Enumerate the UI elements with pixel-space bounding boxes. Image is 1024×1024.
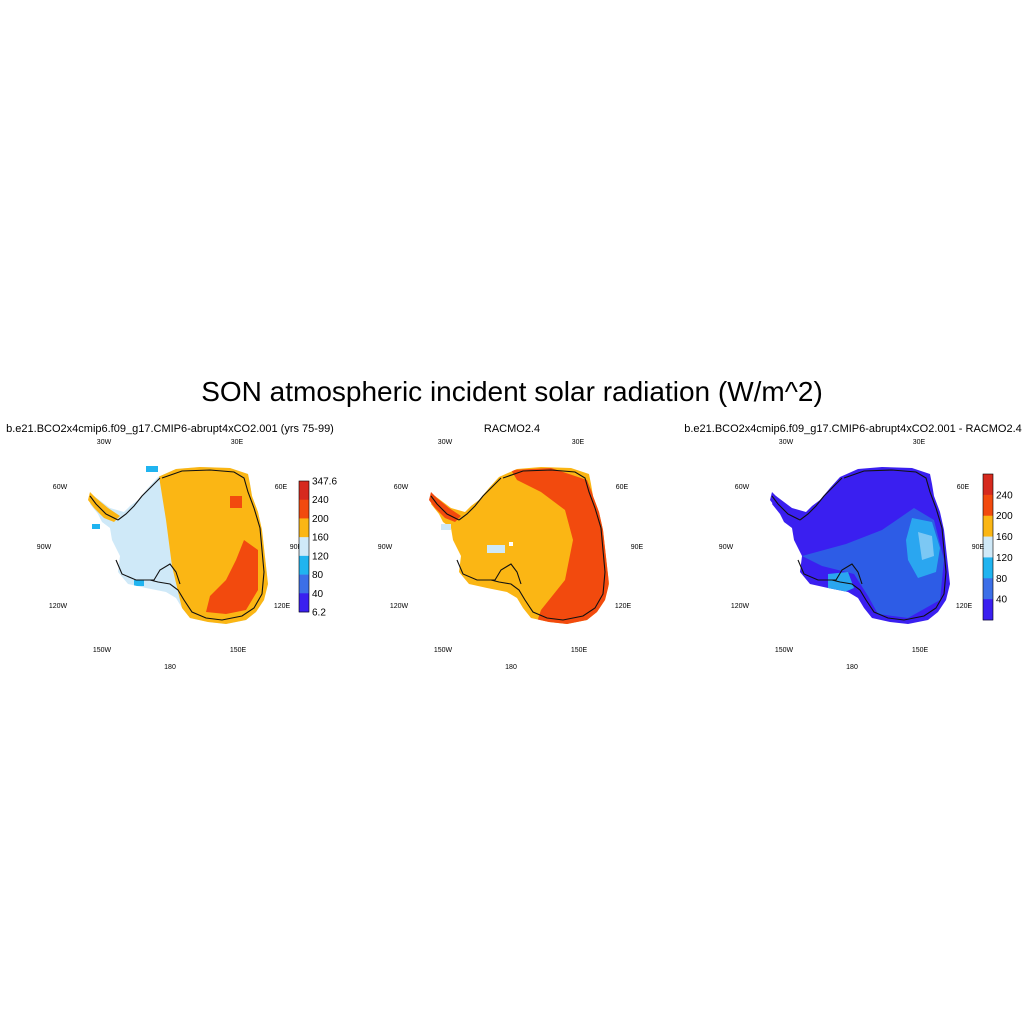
lon-label: 150W: [434, 647, 453, 654]
colorbar-swatch: [983, 515, 993, 537]
difference-region-ross: [828, 572, 854, 594]
colorbar-label: 40: [996, 595, 1008, 606]
colorbar-label: 80: [312, 570, 324, 581]
lon-label: 150E: [571, 647, 588, 654]
antarctica-map: [88, 466, 268, 624]
high-plateau-region: [206, 540, 258, 614]
lon-label: 60E: [616, 484, 629, 491]
colorbar: 240 200 160 120 80 40: [982, 473, 1013, 621]
colorbar-swatch: [983, 578, 993, 600]
lon-label: 120W: [390, 603, 409, 610]
low-patch: [509, 542, 513, 546]
lon-label: 60W: [735, 484, 750, 491]
panel-model: b.e21.BCO2x4cmip6.f09_g17.CMIP6-abrupt4x…: [6, 423, 337, 671]
colorbar-swatch: [299, 555, 309, 575]
colorbar-label: 80: [996, 574, 1008, 585]
lon-label: 180: [164, 664, 176, 671]
lon-label: 90E: [972, 544, 985, 551]
high-plateau-region: [511, 468, 609, 624]
colorbar-border: [982, 473, 994, 621]
colorbar-label: 240: [996, 490, 1013, 501]
lon-label: 90E: [290, 544, 303, 551]
colorbar-swatch: [983, 474, 993, 496]
longitude-labels: 30W 30E 60W 60E 90W 90E 120W 120E 150W 1…: [37, 439, 303, 671]
lon-label: 150E: [230, 647, 247, 654]
colorbar-swatch: [299, 574, 309, 594]
lon-label: 120E: [274, 603, 291, 610]
colorbar-label: 240: [312, 495, 329, 506]
lon-label: 30E: [231, 439, 244, 446]
longitude-labels: 30W 30E 60W 60E 90W 90E 120W 120E 150W 1…: [719, 439, 985, 671]
colorbar-swatch: [299, 537, 309, 557]
colorbar-swatch: [983, 494, 993, 517]
lon-label: 60E: [957, 484, 970, 491]
colorbar-swatch: [983, 536, 993, 558]
colorbar-label: 120: [312, 551, 329, 562]
colorbar: 347.6 240 200 160 120 80 40 6.2: [298, 477, 337, 619]
lon-label: 90W: [378, 544, 393, 551]
low-patch: [487, 545, 505, 553]
colorbar-label: 160: [996, 532, 1013, 543]
lon-label: 180: [505, 664, 517, 671]
antarctica-map: [429, 467, 609, 624]
colorbar-border: [298, 480, 310, 613]
lon-label: 90E: [631, 544, 644, 551]
lon-label: 120E: [615, 603, 632, 610]
panel-racmo: RACMO2.4 30W 30E 60W 60E 90W 90E 120W 12…: [378, 423, 1013, 671]
lon-label: 90W: [37, 544, 52, 551]
colorbar-swatch: [983, 599, 993, 621]
lon-label: 120E: [956, 603, 973, 610]
colorbar-label: 6.2: [312, 608, 326, 619]
high-patch: [230, 496, 242, 508]
lon-label: 60W: [53, 484, 68, 491]
colorbar-label: 160: [312, 533, 329, 544]
lon-label: 180: [846, 664, 858, 671]
figure-title: SON atmospheric incident solar radiation…: [201, 376, 823, 407]
panel-title: b.e21.BCO2x4cmip6.f09_g17.CMIP6-abrupt4x…: [6, 423, 334, 435]
colorbar-swatch: [299, 481, 309, 501]
lon-label: 30W: [97, 439, 112, 446]
longitude-labels: 30W 30E 60W 60E 90W 90E 120W 120E 150W 1…: [378, 439, 644, 671]
lon-label: 90W: [719, 544, 734, 551]
lon-label: 30W: [779, 439, 794, 446]
lon-label: 30W: [438, 439, 453, 446]
edge-patch: [441, 524, 451, 530]
edge-patch: [146, 466, 158, 472]
lon-label: 120W: [731, 603, 750, 610]
lon-label: 150W: [93, 647, 112, 654]
lon-label: 60W: [394, 484, 409, 491]
lon-label: 30E: [913, 439, 926, 446]
difference-region-pale: [918, 532, 934, 560]
lon-label: 150W: [775, 647, 794, 654]
lon-label: 30E: [572, 439, 585, 446]
panel-title: RACMO2.4: [484, 423, 540, 435]
coast-patch: [134, 580, 144, 586]
colorbar-swatch: [299, 593, 309, 613]
lon-label: 150E: [912, 647, 929, 654]
colorbar-label: 40: [312, 589, 324, 600]
colorbar-swatch: [983, 557, 993, 579]
colorbar-label: 200: [312, 514, 329, 525]
edge-patch: [92, 524, 100, 529]
lon-label: 60E: [275, 484, 288, 491]
antarctica-map: [770, 467, 950, 624]
panel-difference: b.e21.BCO2x4cmip6.f09_g17.CMIP6-abrupt4x…: [684, 423, 1022, 671]
colorbar-swatch: [299, 499, 309, 519]
colorbar-label: 347.6: [312, 477, 337, 488]
panel-title: b.e21.BCO2x4cmip6.f09_g17.CMIP6-abrupt4x…: [684, 423, 1022, 435]
colorbar-swatch: [299, 518, 309, 538]
lon-label: 120W: [49, 603, 68, 610]
colorbar-label: 120: [996, 553, 1013, 564]
colorbar-label: 200: [996, 511, 1013, 522]
